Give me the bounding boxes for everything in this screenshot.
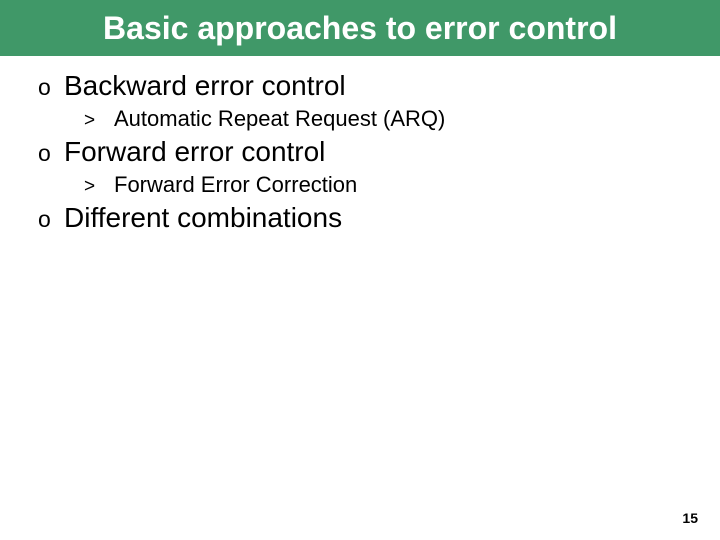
slide-content: o Backward error control > Automatic Rep… xyxy=(0,56,720,234)
bullet-l1-icon: o xyxy=(28,74,64,101)
list-item-text: Forward error control xyxy=(64,136,325,168)
bullet-l2-icon: > xyxy=(84,176,114,198)
bullet-l1-icon: o xyxy=(28,206,64,233)
bullet-l1-icon: o xyxy=(28,140,64,167)
list-item: o Forward error control xyxy=(28,136,692,168)
list-item: o Backward error control xyxy=(28,70,692,102)
bullet-l2-icon: > xyxy=(84,110,114,132)
page-number: 15 xyxy=(682,510,698,526)
list-item-text: Different combinations xyxy=(64,202,342,234)
list-subitem: > Forward Error Correction xyxy=(28,172,692,198)
title-bar: Basic approaches to error control xyxy=(0,0,720,56)
list-item: o Different combinations xyxy=(28,202,692,234)
slide-title: Basic approaches to error control xyxy=(103,10,617,47)
list-item-text: Backward error control xyxy=(64,70,346,102)
list-subitem-text: Automatic Repeat Request (ARQ) xyxy=(114,106,445,132)
list-subitem-text: Forward Error Correction xyxy=(114,172,357,198)
list-subitem: > Automatic Repeat Request (ARQ) xyxy=(28,106,692,132)
